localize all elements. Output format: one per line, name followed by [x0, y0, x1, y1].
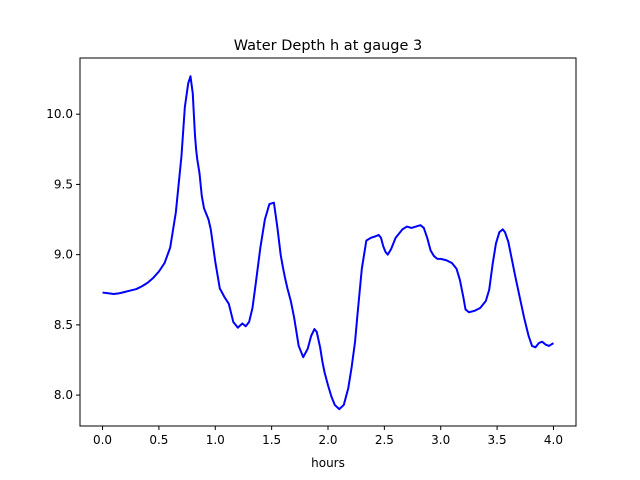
series-line-0: [102, 75, 554, 411]
plot-area: [102, 75, 554, 411]
y-tick-label: 8.5: [54, 318, 73, 332]
x-tick-label: 1.5: [262, 433, 281, 447]
y-tick-label: 8.0: [54, 388, 73, 402]
x-tick-label: 0.5: [149, 433, 168, 447]
x-tick-label: 2.0: [318, 433, 337, 447]
x-axis-ticks: 0.0 0.5 1.0 1.5 2.0 2.5 3.0 3.5 4.0: [93, 426, 563, 447]
y-tick-label: 10.0: [46, 107, 73, 121]
x-tick-label: 4.0: [544, 433, 563, 447]
x-tick-label: 1.0: [206, 433, 225, 447]
x-tick-label: 0.0: [93, 433, 112, 447]
y-tick-label: 9.5: [54, 177, 73, 191]
chart-title: Water Depth h at gauge 3: [234, 38, 422, 54]
y-tick-label: 9.0: [54, 248, 73, 262]
x-axis-label: hours: [311, 456, 345, 470]
x-tick-label: 2.5: [375, 433, 394, 447]
x-tick-label: 3.0: [431, 433, 450, 447]
x-tick-label: 3.5: [488, 433, 507, 447]
y-axis-ticks: 8.0 8.5 9.0 9.5 10.0: [46, 107, 80, 402]
